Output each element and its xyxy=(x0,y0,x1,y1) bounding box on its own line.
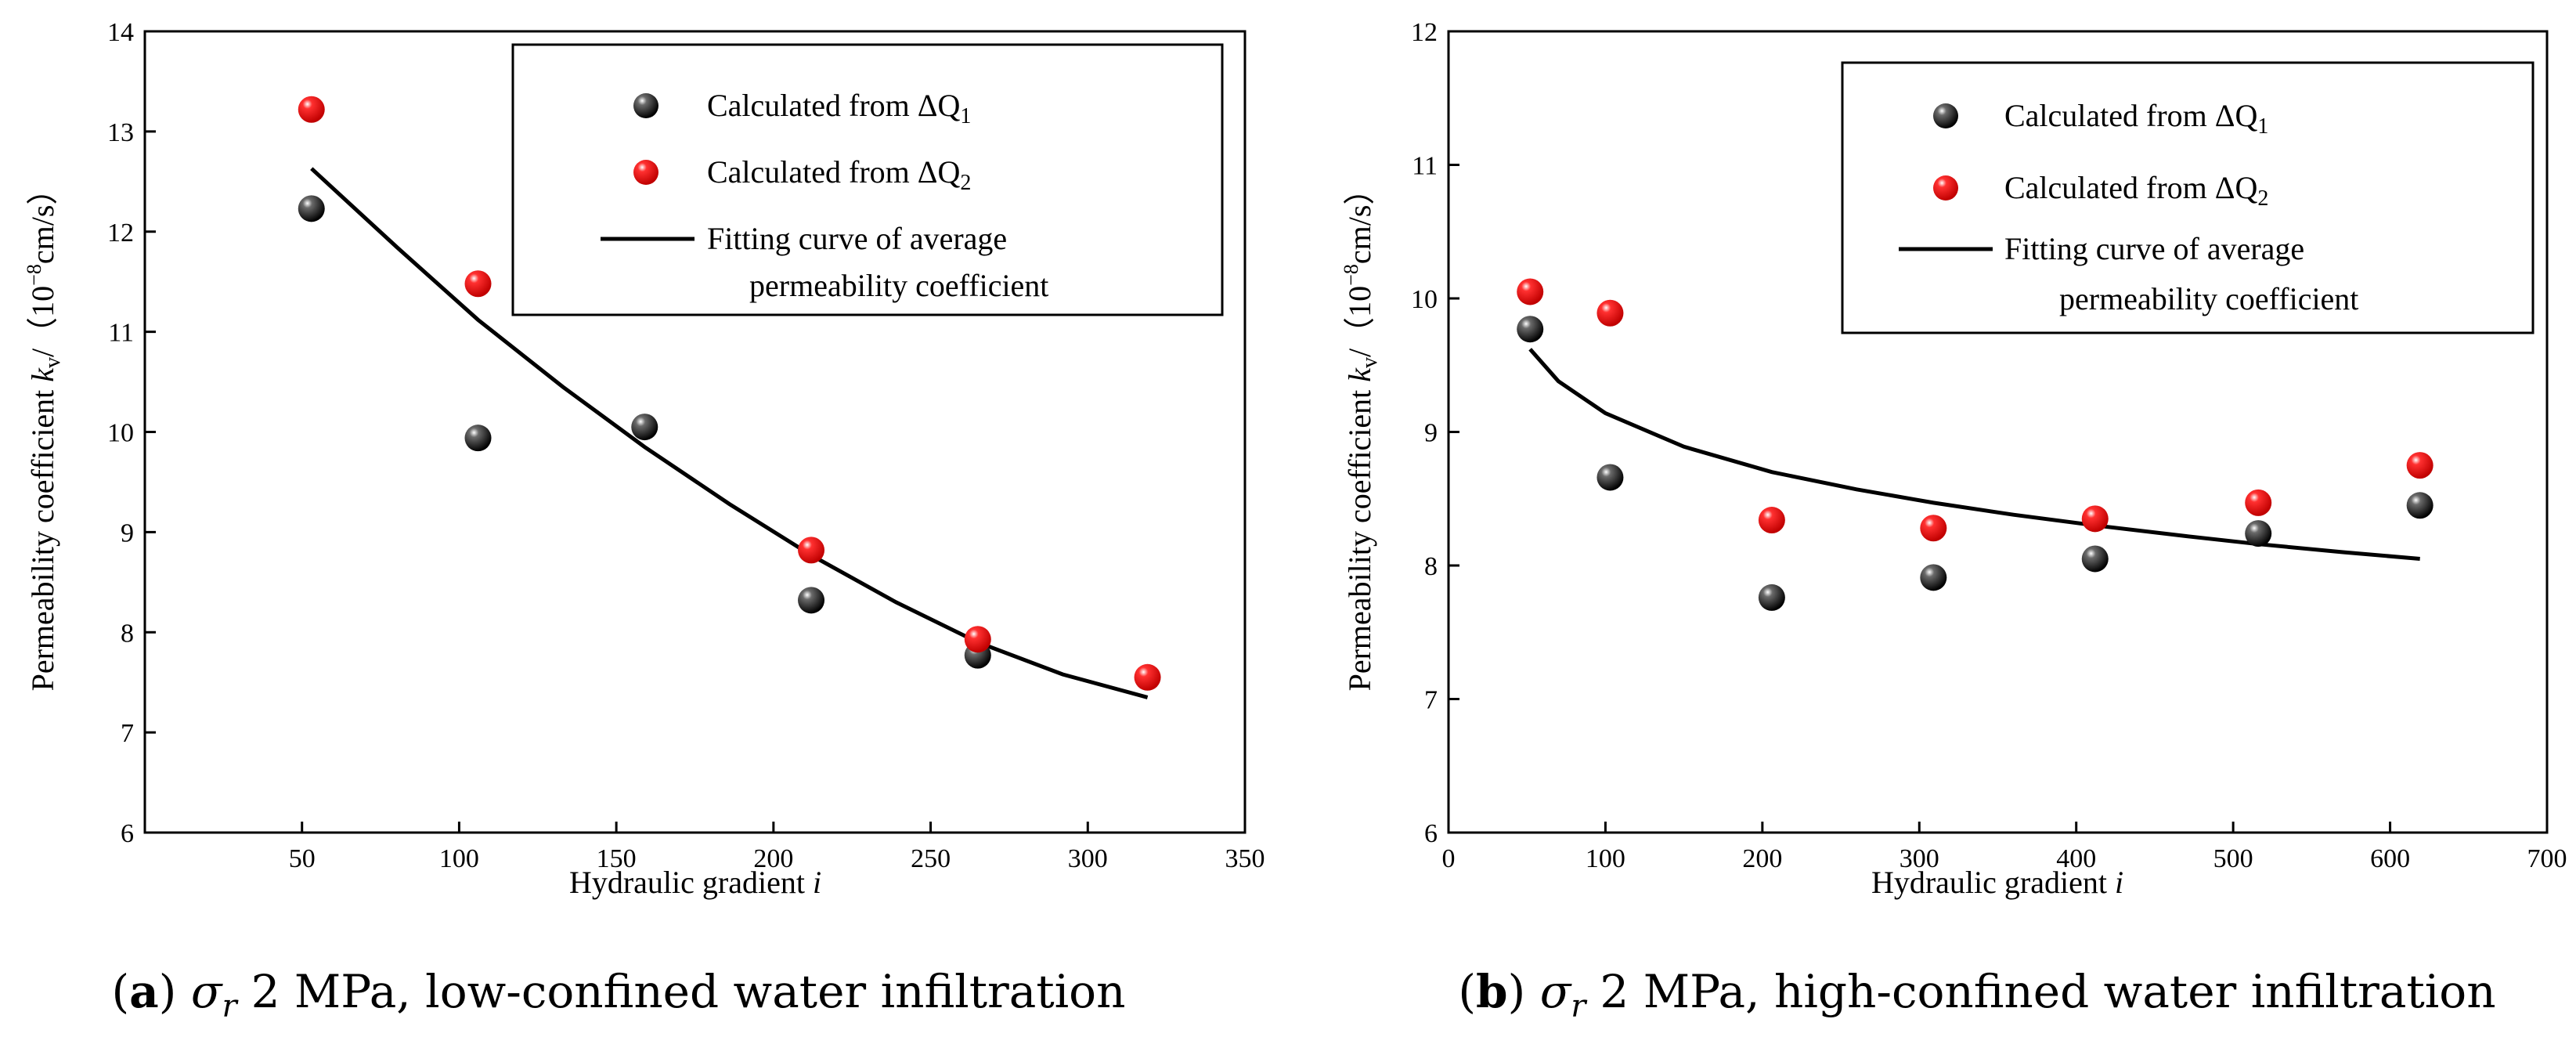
point-series1 xyxy=(1758,584,1785,611)
legend-label-series1-b: Calculated from ΔQ1 xyxy=(2004,98,2268,139)
x-tick-label: 350 xyxy=(1225,844,1265,873)
point-series2 xyxy=(964,626,991,653)
x-tick-label: 250 xyxy=(911,844,951,873)
y-tick-label: 6 xyxy=(121,819,134,848)
y-tick-label: 14 xyxy=(107,18,134,47)
x-tick-label: 400 xyxy=(2056,844,2096,873)
point-series1 xyxy=(2245,520,2272,547)
x-tick-label: 600 xyxy=(2370,844,2410,873)
legend-label-fit2-b: permeability coefficient xyxy=(2059,281,2358,316)
caption-b: (b) σr 2 MPa, high-confined water infiltr… xyxy=(1458,965,2495,1024)
y-tick-label: 7 xyxy=(121,719,134,748)
point-series2 xyxy=(2081,505,2109,533)
y-tick-label: 11 xyxy=(108,319,134,348)
point-series1 xyxy=(1596,464,1624,491)
legend-marker-black xyxy=(1933,103,1958,128)
x-tick-label: 200 xyxy=(753,844,793,873)
point-series2 xyxy=(2245,489,2272,516)
y-axis-title-b: Permeability coefficient kv/（10−8cm/s） xyxy=(1340,174,1382,692)
point-series2 xyxy=(798,537,825,564)
y-tick-label: 8 xyxy=(121,619,134,648)
caption-a: (a) σr 2 MPa, low-confined water infiltra… xyxy=(112,965,1126,1024)
x-tick-label: 150 xyxy=(597,844,637,873)
x-tick-label: 50 xyxy=(289,844,316,873)
y-tick-label: 10 xyxy=(1411,285,1438,314)
point-series2 xyxy=(1517,278,1544,305)
fit-curve xyxy=(1528,348,2420,561)
y-tick-label: 12 xyxy=(107,219,134,248)
panel-a: 50 100 150 200 250 300 350 6 7 8 9 10 11 12 13 14 Hydr… xyxy=(23,18,1265,1024)
point-series1 xyxy=(2081,545,2109,573)
point-series2 xyxy=(1920,515,1947,542)
point-series1 xyxy=(1517,316,1544,343)
x-tick-label: 300 xyxy=(1900,844,1939,873)
legend-label-fit2-a: permeability coefficient xyxy=(749,268,1048,303)
point-series2 xyxy=(1596,299,1624,327)
legend-label-series2-b: Calculated from ΔQ2 xyxy=(2004,170,2268,211)
point-series1 xyxy=(298,195,325,222)
point-series2 xyxy=(298,96,325,123)
x-tick-label: 500 xyxy=(2213,844,2253,873)
legend-box-a xyxy=(511,43,1224,316)
legend-b: Calculated from ΔQ1 Calculated from ΔQ2 … xyxy=(1841,61,2535,334)
y-tick-label: 6 xyxy=(1424,819,1438,848)
legend-label-fit-b: Fitting curve of average xyxy=(2004,231,2304,266)
x-axis-title-a: Hydraulic gradient i xyxy=(569,865,821,900)
legend-marker-black xyxy=(633,93,658,118)
y-tick-label: 9 xyxy=(1424,419,1438,448)
point-series2 xyxy=(464,270,492,298)
y-tick-label: 9 xyxy=(121,518,134,547)
point-series2 xyxy=(1134,663,1161,691)
point-series1 xyxy=(2406,492,2433,519)
x-tick-label: 100 xyxy=(1586,844,1625,873)
panel-b: 0 100 200 300 400 500 600 700 6 7 8 9 10 11 12 Hydrau… xyxy=(1340,18,2567,1024)
legend-marker-red xyxy=(1933,175,1958,201)
legend-marker-red xyxy=(633,160,658,185)
y-tick-label: 11 xyxy=(1412,152,1438,181)
legend-label-fit-a: Fitting curve of average xyxy=(707,221,1007,256)
x-tick-label: 700 xyxy=(2527,844,2567,873)
x-tick-label: 200 xyxy=(1742,844,1782,873)
y-tick-label: 8 xyxy=(1424,552,1438,581)
x-axis-title-b: Hydraulic gradient i xyxy=(1871,865,2123,900)
x-tick-label: 0 xyxy=(1442,844,1456,873)
point-series1 xyxy=(631,414,658,441)
legend-label-series1-a: Calculated from ΔQ1 xyxy=(707,88,971,128)
legend-box-b xyxy=(1841,61,2535,334)
point-series1 xyxy=(1920,564,1947,591)
y-tick-label: 13 xyxy=(107,118,134,147)
legend-label-series2-a: Calculated from ΔQ2 xyxy=(707,154,971,195)
y-tick-label: 12 xyxy=(1411,18,1438,47)
point-series2 xyxy=(1758,507,1785,534)
fit-curve xyxy=(310,167,1149,699)
point-series1 xyxy=(464,425,492,452)
x-tick-label: 100 xyxy=(439,844,479,873)
point-series2 xyxy=(2406,452,2433,479)
y-tick-label: 7 xyxy=(1424,686,1438,715)
x-tick-label: 300 xyxy=(1068,844,1108,873)
legend-a: Calculated from ΔQ1 Calculated from ΔQ2 … xyxy=(511,43,1224,316)
point-series1 xyxy=(798,587,825,614)
y-tick-label: 10 xyxy=(107,419,134,448)
y-axis-title-a: Permeability coefficient kv/（10−8cm/s） xyxy=(23,174,65,692)
